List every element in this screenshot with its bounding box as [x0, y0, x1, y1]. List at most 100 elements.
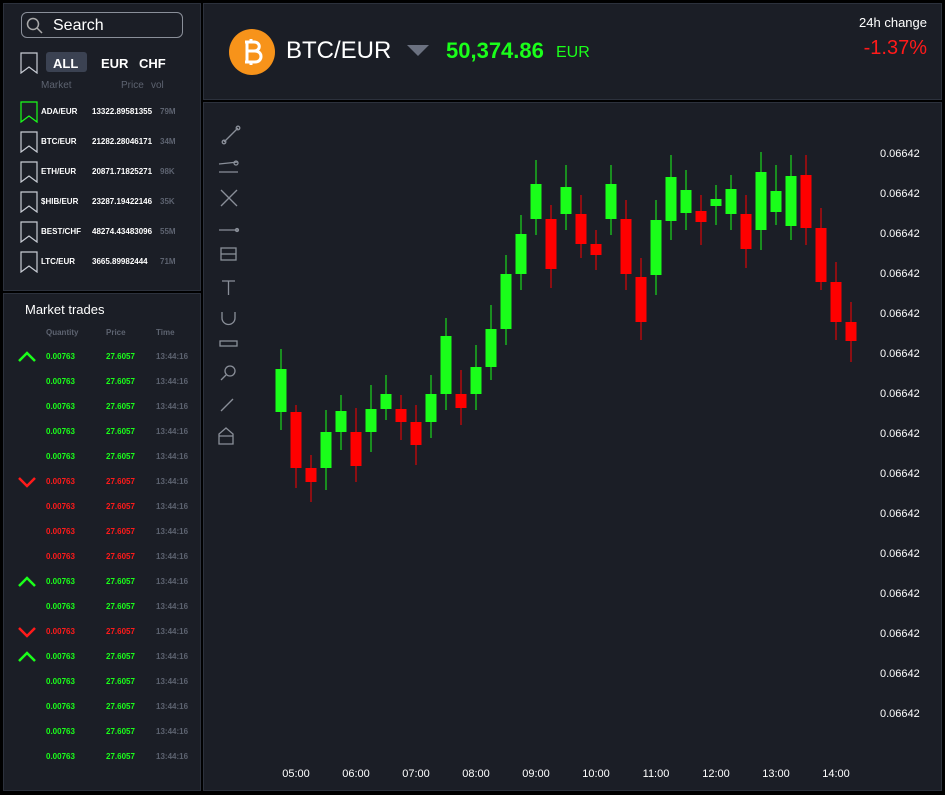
candle-body — [395, 409, 407, 422]
arrow-shape — [18, 477, 36, 488]
market-vol: 55M — [160, 227, 176, 236]
candle-body — [530, 184, 542, 219]
tool-ruler[interactable] — [219, 340, 238, 347]
trade-time: 13:44:16 — [156, 652, 189, 661]
panel-title: Market trades — [25, 302, 105, 317]
bookmark-icon[interactable] — [19, 161, 39, 183]
market-name[interactable]: BEST/CHF — [41, 227, 81, 236]
price-currency: EUR — [556, 44, 590, 61]
candle-body — [845, 322, 857, 341]
markets-panel: Search ALL EUR CHF Market Price vol ADA/… — [3, 3, 201, 291]
market-name[interactable]: ETH/EUR — [41, 167, 77, 176]
trade-time: 13:44:16 — [156, 602, 189, 611]
candle-body — [575, 214, 587, 244]
candle-body — [695, 211, 707, 222]
y-tick-label: 0.06642 — [880, 428, 920, 440]
candle-body — [425, 394, 437, 422]
x-tick-label: 11:00 — [643, 768, 670, 780]
market-name[interactable]: $HIB/EUR — [41, 197, 79, 206]
y-tick-label: 0.06642 — [880, 348, 920, 360]
trade-price: 27.6057 — [106, 427, 135, 436]
trade-time: 13:44:16 — [156, 577, 189, 586]
candle-body — [740, 214, 752, 249]
search-box[interactable]: Search — [21, 12, 183, 38]
candle-body — [455, 394, 467, 408]
tab[interactable]: CHF — [139, 56, 166, 71]
market-name[interactable]: ADA/EUR — [41, 107, 78, 116]
trade-quantity: 0.00763 — [46, 627, 75, 636]
trade-quantity: 0.00763 — [46, 577, 75, 586]
last-price: 50,374.86 — [446, 38, 544, 63]
candle-body — [665, 177, 677, 221]
tool-trendline[interactable] — [221, 125, 241, 145]
bookmark-icon[interactable] — [19, 191, 39, 213]
x-tick-label: 09:00 — [522, 768, 550, 780]
arrow-up — [18, 576, 36, 587]
x-tick-label: 14:00 — [822, 768, 850, 780]
drawing-toolbar — [218, 125, 241, 445]
trade-time: 13:44:16 — [156, 452, 189, 461]
trade-time: 13:44:16 — [156, 627, 189, 636]
candle-body — [335, 411, 347, 432]
market-price: 23287.19422146 — [92, 197, 153, 206]
search-icon — [26, 17, 43, 34]
candle-body — [545, 219, 557, 269]
column-header: vol — [151, 80, 164, 91]
trade-quantity: 0.00763 — [46, 527, 75, 536]
tool-hline[interactable] — [219, 227, 240, 233]
y-tick-label: 0.06642 — [880, 148, 920, 160]
market-name[interactable]: LTC/EUR — [41, 257, 76, 266]
x-tick-label: 10:00 — [582, 768, 610, 780]
bookmark-icon[interactable] — [19, 221, 39, 243]
y-tick-label: 0.06642 — [880, 308, 920, 320]
trade-time: 13:44:16 — [156, 527, 189, 536]
trade-price: 27.6057 — [106, 452, 135, 461]
bookmark-shape — [20, 251, 38, 273]
tool-lock[interactable] — [218, 427, 234, 445]
arrow-down — [18, 477, 36, 488]
trade-time: 13:44:16 — [156, 427, 189, 436]
trade-price: 27.6057 — [106, 677, 135, 686]
tool-text[interactable] — [222, 280, 235, 295]
trade-price: 27.6057 — [106, 652, 135, 661]
change-label: 24h change — [859, 15, 927, 30]
x-tick-label: 08:00 — [462, 768, 490, 780]
tool-cross[interactable] — [220, 189, 238, 207]
trade-time: 13:44:16 — [156, 752, 189, 761]
dropdown-arrow[interactable] — [406, 44, 430, 58]
y-tick-label: 0.06642 — [880, 588, 920, 600]
trade-quantity: 0.00763 — [46, 752, 75, 761]
candle-body — [380, 394, 392, 409]
bookmark-icon[interactable] — [19, 52, 39, 74]
tab[interactable]: ALL — [53, 56, 79, 71]
x-tick-label: 13:00 — [762, 768, 790, 780]
bookmark-icon[interactable] — [19, 131, 39, 153]
bookmark-icon[interactable] — [19, 101, 39, 123]
trade-quantity: 0.00763 — [46, 427, 75, 436]
arrow-down — [18, 627, 36, 638]
candle-body — [560, 187, 572, 214]
candle-body — [470, 367, 482, 394]
tab[interactable]: EUR — [101, 56, 129, 71]
column-header: Market — [41, 80, 72, 91]
market-name[interactable]: BTC/EUR — [41, 137, 77, 146]
tool-ray[interactable] — [218, 160, 239, 173]
tool-brush[interactable] — [220, 398, 234, 412]
bookmark-icon[interactable] — [19, 251, 39, 273]
tool-zoom[interactable] — [220, 365, 236, 381]
market-price: 3665.89982444 — [92, 257, 148, 266]
market-vol: 79M — [160, 107, 176, 116]
bookmark-shape — [20, 101, 38, 123]
tool-magnet[interactable] — [221, 312, 236, 326]
trade-time: 13:44:16 — [156, 727, 189, 736]
candle-body — [290, 412, 302, 468]
trade-quantity: 0.00763 — [46, 477, 75, 486]
trade-time: 13:44:16 — [156, 377, 189, 386]
y-tick-label: 0.06642 — [880, 388, 920, 400]
market-vol: 71M — [160, 257, 176, 266]
bookmark-shape — [20, 191, 38, 213]
tool-rect[interactable] — [220, 247, 237, 261]
pair-name[interactable]: BTC/EUR — [286, 37, 392, 64]
